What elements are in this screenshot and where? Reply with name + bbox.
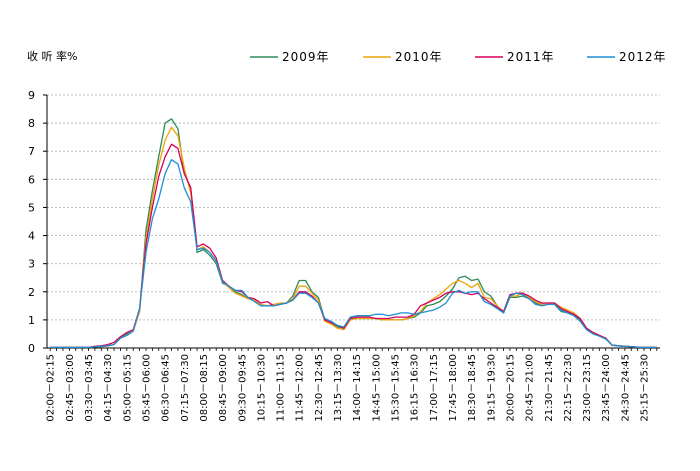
x-tick-label: 20:00－20:15: [505, 354, 516, 422]
x-tick-label: 21:30－21:45: [544, 354, 555, 422]
y-tick-label: 2: [28, 286, 35, 299]
x-tick-label: 15:30－15:45: [391, 354, 402, 422]
y-tick-label: 3: [28, 258, 35, 271]
y-tick-label: 4: [28, 230, 35, 243]
y-tick-label: 9: [28, 89, 35, 102]
y-tick-label: 7: [28, 145, 35, 158]
x-tick-label: 14:00－14:15: [352, 354, 363, 422]
x-tick-label: 11:45－12:00: [295, 354, 306, 422]
legend-label: 2009年: [282, 50, 330, 64]
x-tick-label: 20:45－21:00: [525, 354, 536, 422]
grid-lines: [47, 94, 660, 321]
axes: [46, 95, 660, 349]
x-tick-label: 08:45－09:00: [218, 354, 229, 422]
x-tick-label: 24:30－24:45: [620, 354, 631, 422]
x-tick-label: 04:15－04:30: [103, 354, 114, 422]
x-tick-label: 11:00－11:15: [276, 354, 287, 422]
x-tick-label: 22:15－22:30: [563, 354, 574, 422]
x-tick-label: 25:15－25:30: [640, 354, 651, 422]
x-tick-label: 14:45－15:00: [371, 354, 382, 422]
legend-label: 2012年: [619, 50, 667, 64]
x-tick-label: 19:15－19:30: [486, 354, 497, 422]
y-tick-labels: 0 1 2 3 4 5 6 7 8 9: [28, 89, 47, 355]
x-tick-label: 05:45－06:00: [141, 354, 152, 422]
y-tick-label: 1: [28, 314, 35, 327]
x-tick-label: 17:00－17:15: [429, 354, 440, 422]
x-tick-label: 18:30－18:45: [467, 354, 478, 422]
legend: 2009年 2010年 2011年 2012年: [250, 50, 667, 64]
x-tick-label: 05:00－05:15: [122, 354, 133, 422]
x-tick-label: 23:00－23:15: [582, 354, 593, 422]
y-axis-label: 收 听 率%: [27, 49, 77, 63]
x-tick-labels: 02:00－02:15 02:45－03:00 03:30－03:45 04:15－0…: [46, 348, 658, 422]
series-lines: [50, 118, 657, 349]
x-tick-label: 13:15－13:30: [333, 354, 344, 422]
x-tick-label: 23:45－24:00: [601, 354, 612, 422]
x-tick-label: 02:45－03:00: [65, 354, 76, 422]
x-tick-label: 17:45－18:00: [448, 354, 459, 422]
y-tick-label: 0: [28, 342, 35, 355]
x-tick-label: 08:00－08:15: [199, 354, 210, 422]
y-tick-label: 8: [28, 117, 35, 130]
legend-label: 2010年: [395, 50, 443, 64]
x-tick-label: 03:30－03:45: [84, 354, 95, 422]
x-tick-label: 07:15－07:30: [180, 354, 191, 422]
series-line: [50, 143, 657, 349]
x-tick-label: 10:15－10:30: [256, 354, 267, 422]
x-tick-label: 16:15－16:30: [410, 354, 421, 422]
x-tick-label: 12:30－12:45: [314, 354, 325, 422]
x-tick-label: 02:00－02:15: [46, 354, 57, 422]
x-tick-label: 06:30－06:45: [161, 354, 172, 422]
y-tick-label: 6: [28, 173, 35, 186]
series-line: [50, 126, 657, 349]
x-tick-label: 09:30－09:45: [237, 354, 248, 422]
series-line: [50, 159, 657, 349]
y-tick-label: 5: [28, 201, 35, 214]
series-line: [50, 118, 657, 349]
legend-label: 2011年: [507, 50, 555, 64]
